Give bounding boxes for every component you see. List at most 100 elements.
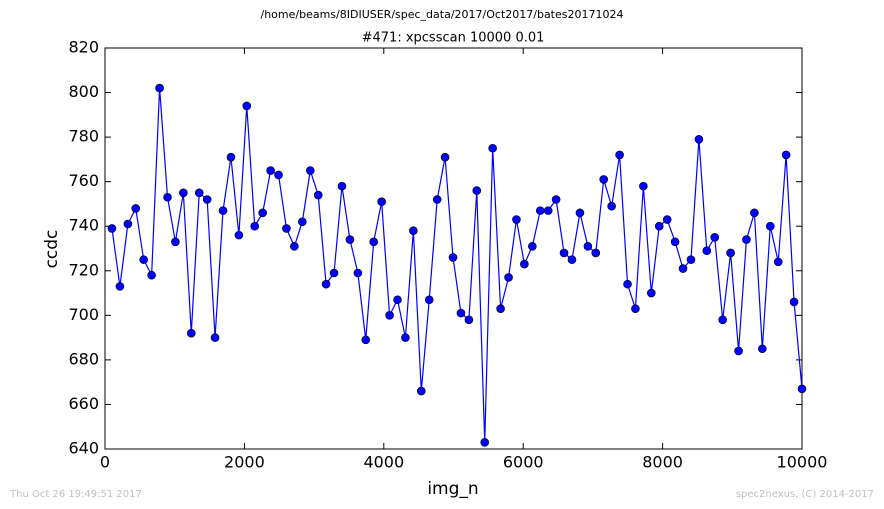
data-point [321, 279, 331, 289]
data-point [393, 295, 402, 305]
data-point [662, 215, 672, 224]
data-point [298, 217, 307, 227]
x-tick-label: 4000 [363, 453, 404, 472]
data-point [401, 333, 410, 342]
data-point [234, 230, 244, 240]
data-point [416, 386, 426, 396]
data-point [639, 181, 648, 191]
data-point [472, 186, 482, 195]
chart-subtitle: #471: xpcsscan 10000 0.01 [362, 31, 545, 46]
data-point [512, 215, 521, 224]
data-point [179, 188, 188, 198]
data-point [250, 221, 260, 231]
data-point [583, 241, 593, 251]
data-point [194, 188, 204, 198]
plot-frame [104, 47, 803, 450]
data-point [559, 248, 569, 258]
data-point [385, 311, 394, 320]
data-point [266, 166, 275, 175]
data-point [353, 268, 363, 278]
data-point [155, 83, 164, 93]
data-point [210, 333, 220, 342]
y-tick-label: 700 [68, 305, 99, 324]
data-point [226, 152, 236, 162]
data-point [551, 195, 561, 204]
y-axis-label: ccdc [42, 230, 62, 269]
data-point [742, 235, 751, 244]
data-point [718, 315, 727, 325]
data-point [520, 259, 529, 269]
data-point [218, 206, 228, 215]
data-point [789, 297, 799, 307]
data-point [781, 150, 791, 160]
data-point [345, 235, 355, 244]
data-point [750, 208, 759, 218]
data-point [377, 197, 386, 207]
data-point [694, 135, 704, 144]
data-point [171, 237, 180, 247]
data-point [448, 253, 458, 262]
data-point [147, 270, 156, 280]
data-line [111, 88, 803, 443]
x-tick-label: 6000 [503, 453, 544, 472]
data-point [139, 255, 148, 264]
x-axis-label: img_n [427, 479, 478, 499]
data-point [202, 195, 212, 204]
data-point [369, 237, 378, 247]
data-point [647, 288, 656, 298]
data-point [123, 219, 133, 229]
data-point [654, 221, 664, 231]
data-point [773, 257, 783, 267]
data-point [758, 344, 767, 354]
data-point [480, 438, 490, 447]
data-point [504, 273, 513, 282]
data-point [282, 224, 291, 233]
data-point [456, 308, 466, 318]
y-tick-label: 780 [68, 127, 99, 146]
data-point [313, 190, 323, 200]
data-point [702, 246, 712, 256]
data-point [274, 170, 283, 180]
x-tick-label: 2000 [224, 453, 265, 472]
data-point [424, 295, 434, 305]
data-point [329, 268, 339, 278]
data-point [488, 143, 497, 153]
data-point [615, 150, 624, 160]
y-tick-label: 640 [68, 439, 99, 458]
y-tick-label: 820 [68, 38, 99, 57]
data-point [440, 152, 450, 162]
y-tick-label: 720 [68, 260, 99, 279]
data-point [409, 226, 418, 235]
data-point [107, 224, 117, 233]
data-point [686, 255, 696, 264]
data-point [361, 335, 371, 345]
footer-date: Thu Oct 26 19:49:51 2017 [9, 489, 142, 500]
data-point [623, 279, 632, 289]
data-point [567, 255, 577, 264]
y-tick-label: 680 [68, 349, 99, 368]
data-point [528, 241, 537, 251]
data-point [607, 201, 616, 211]
data-point [710, 233, 720, 242]
data-point [543, 206, 553, 215]
data-point [432, 195, 442, 204]
x-tick-label: 0 [100, 453, 110, 472]
x-tick-label: 10000 [777, 453, 828, 472]
y-tick-label: 740 [68, 216, 99, 235]
data-point [631, 304, 640, 313]
data-point [496, 304, 505, 313]
data-point [290, 241, 299, 251]
data-point [464, 315, 474, 325]
data-point [734, 346, 743, 356]
footer-credit: spec2nexus, (C) 2014-2017 [736, 489, 874, 500]
data-point [765, 221, 775, 231]
data-point [575, 208, 585, 218]
data-point [670, 237, 680, 247]
y-tick-label: 760 [68, 171, 99, 190]
data-point [726, 248, 735, 258]
data-point [678, 264, 688, 273]
y-tick-label: 800 [68, 82, 99, 101]
data-point [163, 192, 172, 202]
